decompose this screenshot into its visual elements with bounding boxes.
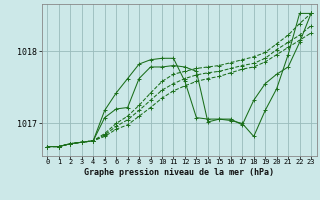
X-axis label: Graphe pression niveau de la mer (hPa): Graphe pression niveau de la mer (hPa): [84, 168, 274, 177]
